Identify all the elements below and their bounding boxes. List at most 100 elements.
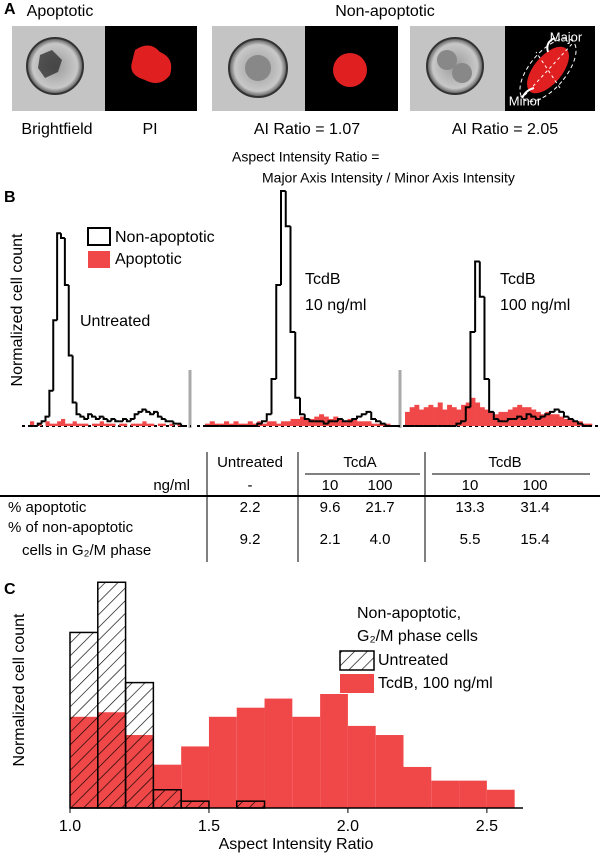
bar xyxy=(347,418,353,426)
step xyxy=(303,414,310,420)
bar xyxy=(111,423,116,426)
step xyxy=(464,406,471,422)
step xyxy=(98,415,104,419)
step xyxy=(525,413,532,419)
row-label: % of non-apoptotic xyxy=(8,519,134,536)
bar xyxy=(295,418,301,426)
bar xyxy=(428,404,434,426)
bar xyxy=(300,416,306,426)
step xyxy=(180,423,185,427)
bar xyxy=(169,423,174,426)
bar xyxy=(205,423,211,426)
step xyxy=(141,408,147,412)
bar xyxy=(309,418,315,426)
bar xyxy=(517,404,523,426)
bar xyxy=(177,423,182,426)
legend-label: TcdB, 100 ng/ml xyxy=(378,675,493,692)
annotation: Minor xyxy=(509,93,542,108)
bar xyxy=(57,421,62,426)
step xyxy=(52,319,58,391)
step xyxy=(308,418,315,423)
step xyxy=(114,418,120,423)
step xyxy=(474,260,480,332)
step xyxy=(91,414,96,418)
caption: PI xyxy=(142,121,157,138)
bar xyxy=(366,421,372,426)
step xyxy=(71,355,77,404)
step xyxy=(156,411,162,418)
bar xyxy=(526,407,532,426)
bar xyxy=(328,418,334,426)
bar xyxy=(138,423,143,426)
bar xyxy=(376,423,382,426)
legend-swatch xyxy=(339,650,375,671)
bar xyxy=(276,423,282,426)
bar xyxy=(107,423,112,426)
step xyxy=(284,191,291,228)
step xyxy=(102,416,108,420)
step xyxy=(172,421,178,425)
bar xyxy=(290,418,296,426)
bar xyxy=(465,402,471,426)
bar xyxy=(224,421,230,426)
step xyxy=(492,411,499,420)
legend-label: Apoptotic xyxy=(115,251,182,268)
hatched-bar xyxy=(124,681,155,809)
bar xyxy=(409,407,415,426)
legend-swatch xyxy=(87,227,111,246)
table-cell: 5.5 xyxy=(460,531,481,548)
hatched-bar xyxy=(180,800,210,809)
bar xyxy=(84,423,89,426)
step xyxy=(572,418,578,423)
step xyxy=(351,417,357,422)
bar xyxy=(271,421,277,426)
bar xyxy=(568,418,574,426)
x-tick-label: 1.0 xyxy=(59,818,81,835)
table-cell: 2.2 xyxy=(240,499,261,516)
step xyxy=(160,416,166,420)
bar xyxy=(563,418,569,426)
bar xyxy=(236,707,265,808)
step xyxy=(289,226,296,333)
step xyxy=(44,415,50,422)
bar xyxy=(521,407,527,426)
bar xyxy=(433,407,439,426)
bar xyxy=(92,423,97,426)
bar xyxy=(130,423,135,426)
bar xyxy=(53,423,58,426)
bar xyxy=(573,421,579,426)
legend-label: Untreated xyxy=(378,652,448,669)
y-axis-label: Normalized cell count xyxy=(11,613,28,767)
bar xyxy=(503,411,509,426)
table-cell: 21.7 xyxy=(365,499,394,516)
step xyxy=(581,423,588,427)
bar xyxy=(319,414,325,426)
bar xyxy=(338,418,344,426)
bar xyxy=(243,423,249,426)
bar xyxy=(76,423,81,426)
hatched-bar xyxy=(69,631,99,809)
step xyxy=(299,397,305,416)
heading: Apoptotic xyxy=(27,3,94,20)
step xyxy=(67,285,73,357)
step xyxy=(56,232,61,321)
step xyxy=(133,413,139,419)
step xyxy=(544,413,550,417)
step xyxy=(478,261,485,298)
step xyxy=(469,331,476,408)
step xyxy=(460,420,466,424)
bar xyxy=(208,716,237,808)
panel-label: 10 ng/ml xyxy=(305,297,366,314)
table-header: Untreated xyxy=(217,454,283,471)
step xyxy=(576,421,583,425)
bar xyxy=(431,780,460,808)
bar xyxy=(507,409,513,426)
bar xyxy=(266,421,272,426)
bar xyxy=(470,397,476,426)
bar xyxy=(37,423,42,426)
step xyxy=(265,413,272,422)
bar xyxy=(357,421,363,426)
step xyxy=(48,389,54,417)
step xyxy=(506,417,513,422)
